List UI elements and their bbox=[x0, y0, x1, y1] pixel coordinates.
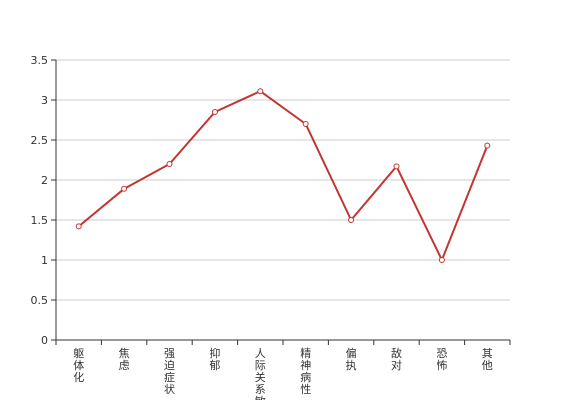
x-tick-label: 人际关系敏感 bbox=[255, 347, 266, 400]
y-tick-label: 1.5 bbox=[31, 214, 49, 227]
data-point bbox=[166, 161, 173, 167]
y-tick-label: 3.5 bbox=[31, 54, 49, 67]
grid-lines bbox=[56, 59, 510, 301]
data-point bbox=[393, 163, 400, 170]
x-tick-labels: 躯体化 焦虑 强迫症状 抑郁 人际关系敏感 精神病性 偏执 敌对 恐怖 其他 bbox=[73, 346, 493, 400]
y-tick-labels: 0 0.5 1 1.5 2 2.5 3 3.5 bbox=[31, 54, 49, 347]
x-tick-label: 精神病性 bbox=[300, 347, 311, 396]
data-point bbox=[211, 109, 218, 115]
data-point bbox=[348, 217, 355, 223]
x-tick-label: 其他 bbox=[482, 347, 493, 372]
data-point bbox=[121, 185, 128, 192]
y-tick-label: 3 bbox=[41, 94, 48, 107]
x-tick-label: 抑郁 bbox=[209, 346, 220, 372]
x-tick-label: 强迫症状 bbox=[164, 347, 175, 396]
data-point bbox=[257, 88, 264, 95]
x-tick-label: 敌对 bbox=[391, 346, 402, 372]
y-tick-label: 2 bbox=[41, 174, 48, 187]
series-line bbox=[77, 90, 489, 261]
data-point bbox=[484, 142, 491, 149]
y-tick-label: 2.5 bbox=[31, 134, 49, 147]
y-tick-label: 1 bbox=[41, 254, 48, 267]
y-tick-label: 0 bbox=[41, 334, 48, 347]
data-point bbox=[75, 223, 82, 230]
x-tick-label: 焦虑 bbox=[119, 347, 130, 372]
y-tick-label: 0.5 bbox=[31, 294, 49, 307]
data-point bbox=[302, 121, 309, 127]
x-tick-label: 恐怖 bbox=[436, 347, 447, 372]
x-tick-label: 躯体化 bbox=[73, 347, 84, 384]
series-layer bbox=[75, 88, 491, 263]
data-point bbox=[438, 257, 445, 263]
axes bbox=[51, 59, 511, 345]
x-tick-label: 偏执 bbox=[346, 346, 357, 372]
